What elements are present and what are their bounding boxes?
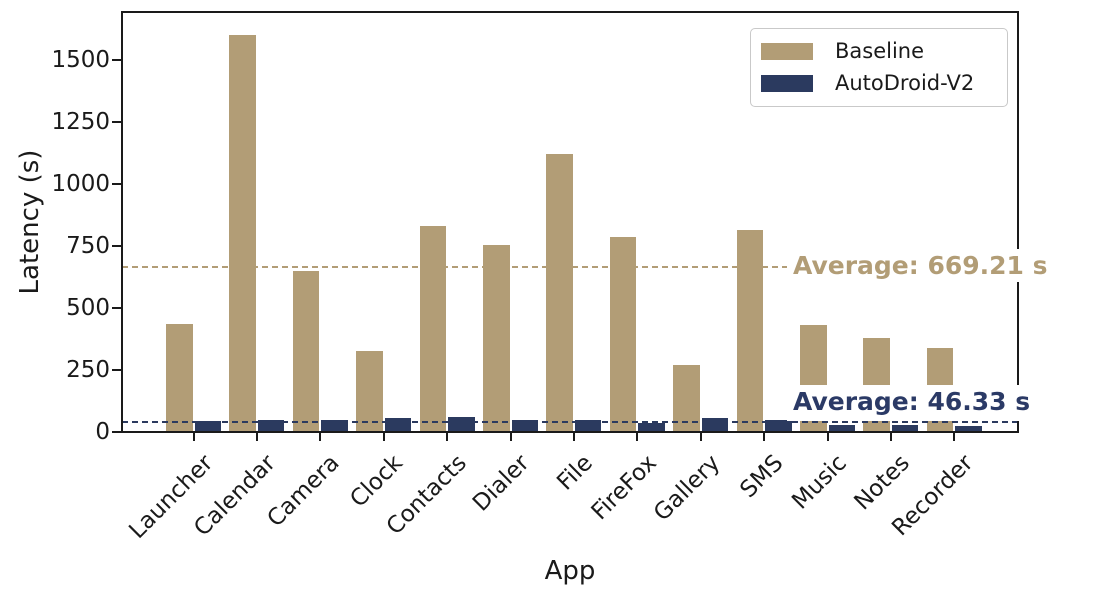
y-tick-label: 500 (66, 295, 110, 322)
bar-autodroid-v2-dialer (511, 420, 538, 432)
x-tick-mark (699, 432, 702, 441)
bar-autodroid-v2-file (574, 419, 602, 432)
baseline-average-line (122, 266, 1018, 269)
x-tick-mark (636, 432, 639, 441)
y-tick-mark (112, 121, 121, 124)
y-tick-mark (112, 307, 121, 310)
x-tick-label-dialer: Dialer (468, 450, 535, 517)
y-tick-label: 250 (66, 357, 110, 384)
autodroid-average-line (122, 420, 1018, 423)
bar-baseline-camera (292, 270, 320, 432)
baseline-average-annotation: Average: 669.21 s (787, 249, 1054, 283)
bar-autodroid-v2-launcher (194, 420, 221, 432)
bar-baseline-calendar (229, 35, 256, 432)
x-tick-mark (446, 432, 449, 441)
y-tick-mark (112, 369, 121, 372)
x-tick-mark (763, 432, 766, 441)
bar-baseline-dialer (483, 244, 510, 432)
bar-baseline-contacts (419, 226, 447, 432)
legend-entry-baseline: Baseline (761, 41, 1007, 62)
legend-label: AutoDroid-V2 (835, 71, 975, 95)
legend-swatch (761, 75, 813, 92)
y-tick-label: 1500 (51, 47, 110, 74)
x-tick-label-music: Music (787, 450, 852, 515)
x-tick-mark (572, 432, 575, 441)
x-tick-mark (319, 432, 322, 441)
y-tick-mark (112, 183, 121, 186)
bar-autodroid-v2-music (828, 425, 855, 432)
x-axis-label: App (544, 556, 596, 586)
y-tick-mark (112, 245, 121, 248)
bar-baseline-clock (356, 351, 383, 432)
x-tick-label-file: File (552, 450, 599, 496)
x-tick-mark (255, 432, 258, 441)
bar-baseline-firefox (609, 237, 637, 432)
x-tick-mark (953, 432, 956, 441)
x-tick-mark (889, 432, 892, 441)
legend: Baseline AutoDroid-V2 (750, 28, 1008, 107)
y-tick-label: 0 (95, 419, 110, 445)
bar-baseline-launcher (166, 324, 193, 432)
legend-entry-autodroid-v2: AutoDroid-V2 (761, 73, 1007, 94)
x-tick-mark (509, 432, 512, 441)
bar-autodroid-v2-sms (765, 420, 792, 432)
bar-autodroid-v2-recorder (955, 426, 982, 432)
x-tick-label-sms: SMS (735, 450, 789, 504)
bar-baseline-file (546, 154, 573, 432)
bar-autodroid-v2-contacts (448, 416, 475, 432)
y-tick-label: 1000 (51, 171, 110, 198)
bar-autodroid-v2-camera (321, 420, 348, 432)
y-tick-label: 1250 (51, 109, 110, 136)
x-tick-mark (192, 432, 195, 441)
y-tick-mark (112, 59, 121, 62)
x-tick-label-firefox: FireFox (586, 450, 662, 526)
y-tick-mark (112, 431, 121, 433)
legend-label: Baseline (835, 39, 925, 63)
autodroid-average-annotation: Average: 46.33 s (787, 384, 1037, 421)
x-tick-label-gallery: Gallery (648, 450, 726, 527)
x-tick-mark (826, 432, 829, 441)
bar-autodroid-v2-notes (891, 425, 919, 432)
x-tick-mark (382, 432, 385, 441)
bar-baseline-sms (736, 229, 764, 432)
bar-autodroid-v2-calendar (257, 420, 285, 432)
bar-autodroid-v2-firefox (638, 422, 665, 432)
legend-swatch (761, 43, 813, 60)
y-tick-label: 750 (66, 233, 110, 260)
y-axis-label: Latency (s) (15, 149, 45, 295)
